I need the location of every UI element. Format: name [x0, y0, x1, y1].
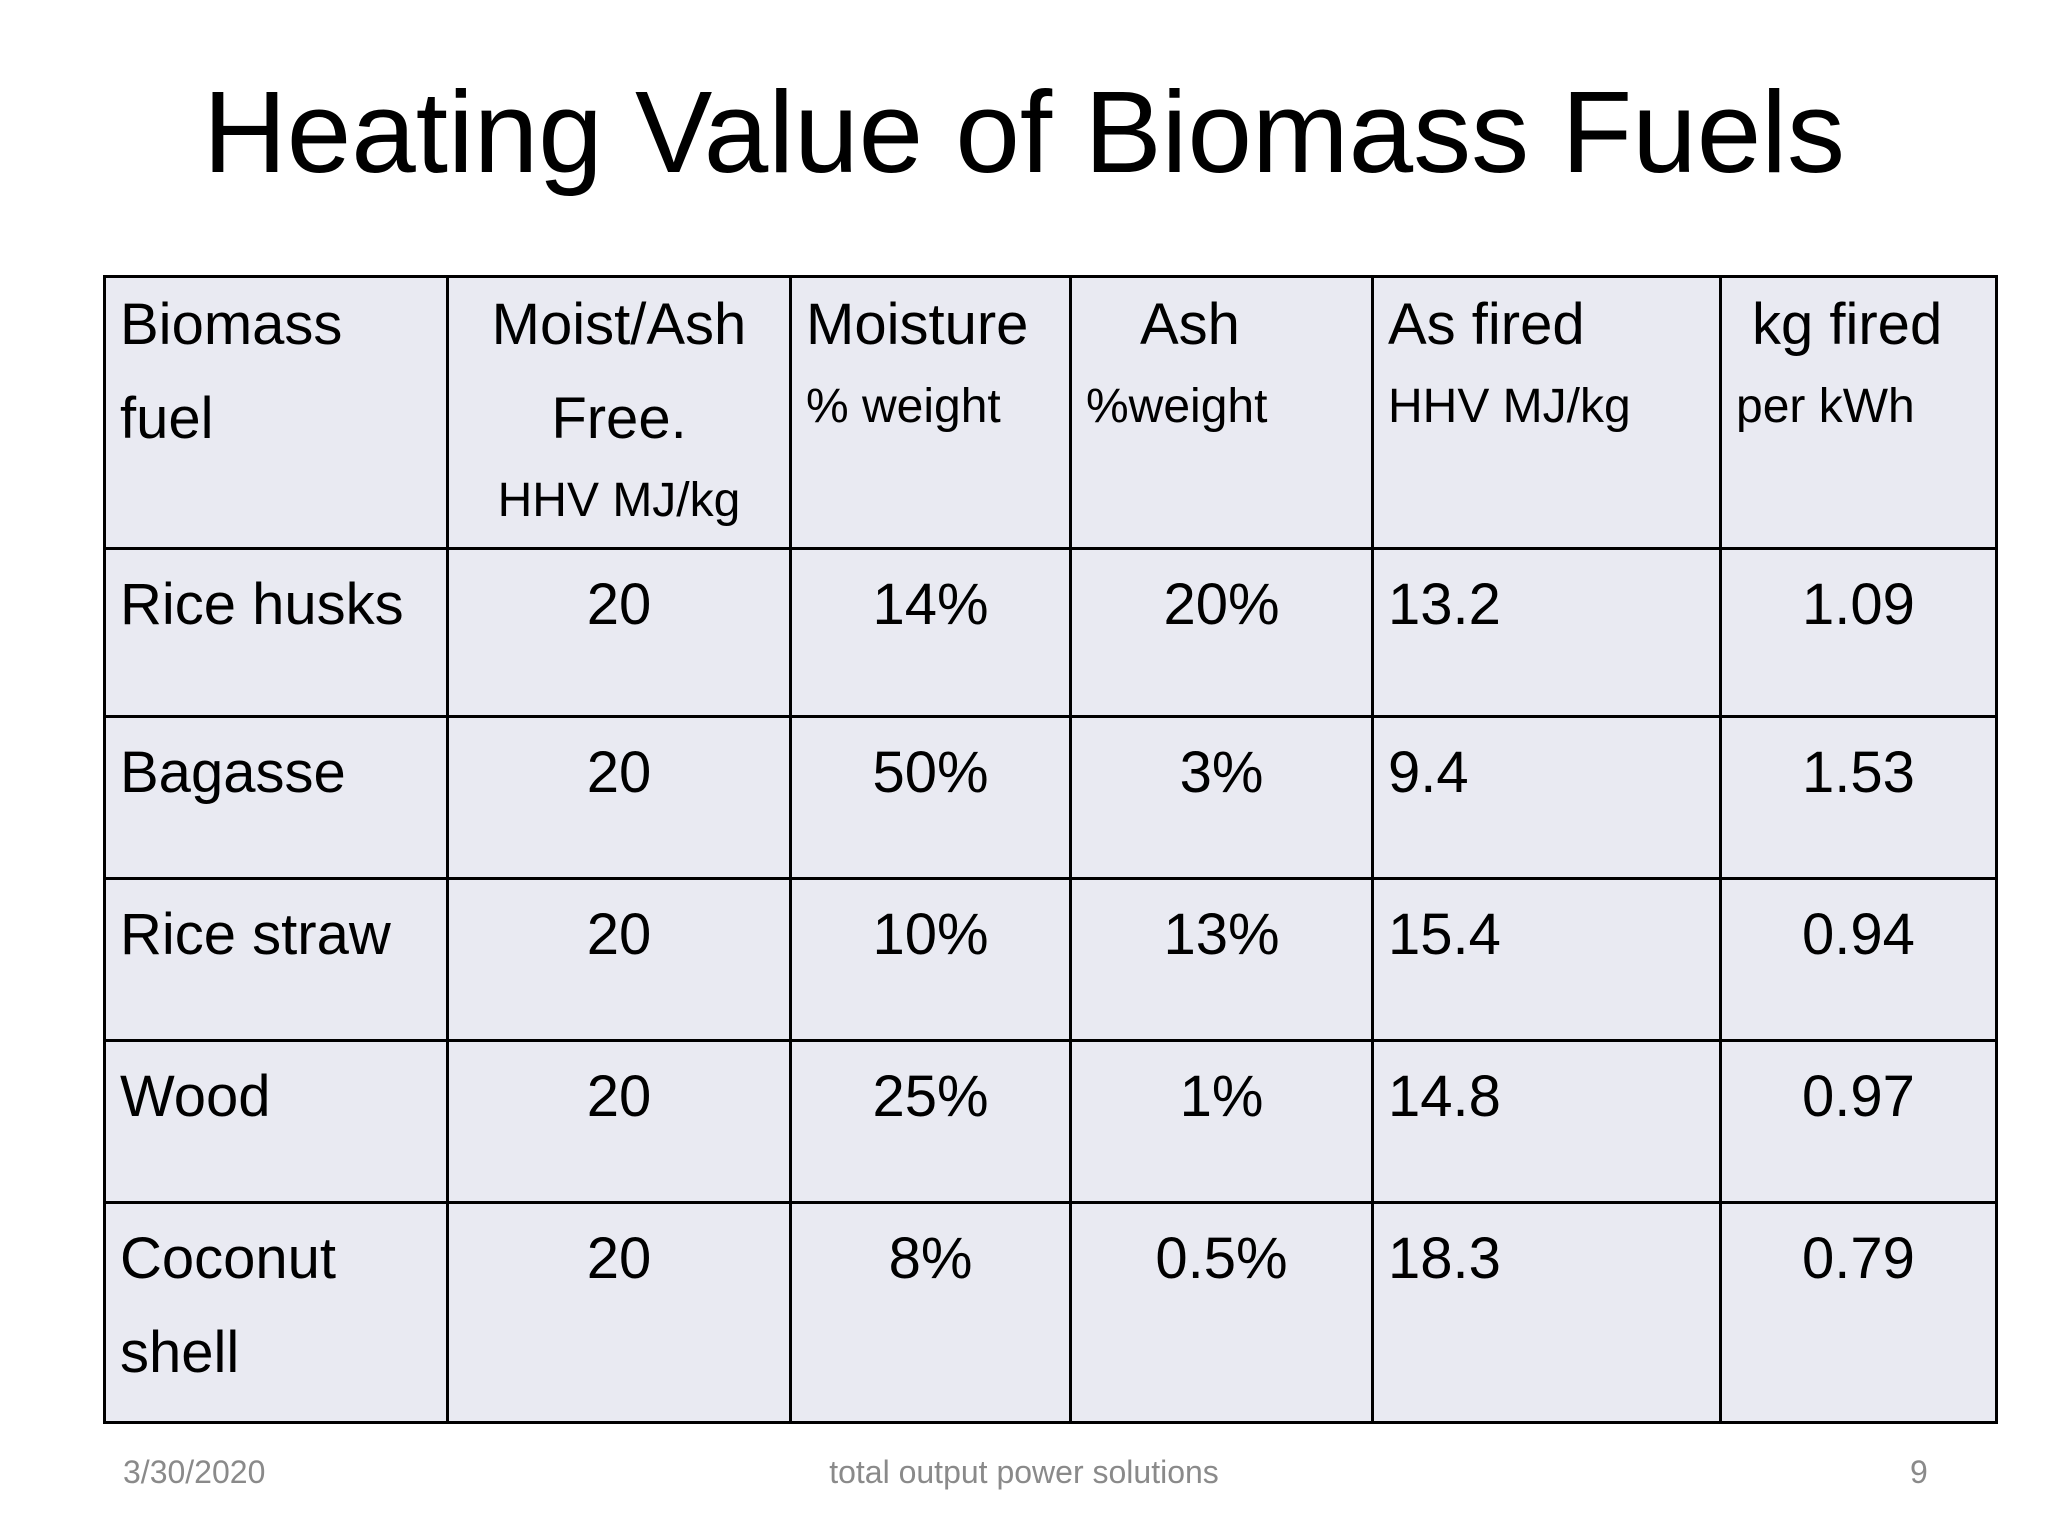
cell-fuel: Rice husks — [103, 547, 449, 718]
cell-as-fired-hhv: 9.4 — [1371, 715, 1722, 880]
table-row: Bagasse 20 50% 3% 9.4 1.53 — [103, 715, 1998, 880]
cell-ash: 1% — [1069, 1039, 1374, 1204]
header-sublabel: HHV MJ/kg — [497, 474, 741, 527]
cell-text: 20 — [586, 902, 652, 967]
cell-moisture: 25% — [789, 1039, 1072, 1204]
header-label: fuel — [120, 386, 214, 451]
footer-center-text: total output power solutions — [829, 1454, 1219, 1490]
cell-text: 13.2 — [1388, 572, 1501, 637]
cell-as-fired-hhv: 18.3 — [1371, 1201, 1722, 1424]
header-sublabel: per kWh — [1736, 380, 1915, 433]
cell-text: Bagasse — [120, 740, 346, 805]
cell-text: 20 — [586, 1226, 652, 1291]
cell-maf-hhv: 20 — [446, 547, 792, 718]
cell-text: 20 — [586, 740, 652, 805]
cell-maf-hhv: 20 — [446, 1039, 792, 1204]
cell-ash: 13% — [1069, 877, 1374, 1042]
cell-text: 1% — [1179, 1064, 1264, 1129]
table-header-row: Biomass fuel Moist/Ash Free. HHV MJ/kg M… — [103, 275, 1998, 550]
header-label: As fired — [1388, 292, 1585, 357]
cell-text: shell — [120, 1320, 240, 1385]
cell-text: 14% — [872, 572, 989, 637]
header-label: Moisture — [806, 292, 1029, 357]
cell-text: 0.97 — [1802, 1064, 1915, 1129]
cell-text: 8% — [888, 1226, 973, 1291]
header-cell-moisture: Moisture % weight — [789, 275, 1072, 550]
header-cell-biomass-fuel: Biomass fuel — [103, 275, 449, 550]
cell-text: Rice husks — [120, 572, 404, 637]
cell-as-fired-hhv: 14.8 — [1371, 1039, 1722, 1204]
cell-fuel: Wood — [103, 1039, 449, 1204]
table-row: Wood 20 25% 1% 14.8 0.97 — [103, 1039, 1998, 1204]
header-sublabel: %weight — [1086, 380, 1268, 433]
cell-maf-hhv: 20 — [446, 877, 792, 1042]
cell-text: 3% — [1179, 740, 1264, 805]
biomass-table: Biomass fuel Moist/Ash Free. HHV MJ/kg M… — [103, 275, 1998, 1424]
cell-text: 1.53 — [1802, 740, 1915, 805]
header-label: Moist/Ash — [491, 292, 747, 357]
cell-moisture: 14% — [789, 547, 1072, 718]
cell-kg-per-kwh: 0.79 — [1719, 1201, 1998, 1424]
cell-text: 0.79 — [1802, 1226, 1915, 1291]
cell-text: 14.8 — [1388, 1064, 1501, 1129]
table-row: Rice husks 20 14% 20% 13.2 1.09 — [103, 547, 1998, 718]
header-cell-ash: Ash %weight — [1069, 275, 1374, 550]
cell-fuel: Bagasse — [103, 715, 449, 880]
header-label: Biomass — [120, 292, 343, 357]
cell-text: 0.5% — [1155, 1226, 1288, 1291]
header-label: Ash — [1140, 292, 1240, 357]
header-sublabel: HHV MJ/kg — [1388, 380, 1631, 433]
cell-kg-per-kwh: 0.97 — [1719, 1039, 1998, 1204]
cell-moisture: 50% — [789, 715, 1072, 880]
cell-kg-per-kwh: 1.53 — [1719, 715, 1998, 880]
cell-text: 10% — [872, 902, 989, 967]
cell-text: 0.94 — [1802, 902, 1915, 967]
header-cell-as-fired: As fired HHV MJ/kg — [1371, 275, 1722, 550]
cell-kg-per-kwh: 0.94 — [1719, 877, 1998, 1042]
cell-text: 20% — [1163, 572, 1280, 637]
header-label: Free. — [551, 386, 687, 451]
cell-ash: 20% — [1069, 547, 1374, 718]
cell-text: Coconut — [120, 1226, 337, 1291]
cell-moisture: 8% — [789, 1201, 1072, 1424]
cell-text: 25% — [872, 1064, 989, 1129]
cell-as-fired-hhv: 13.2 — [1371, 547, 1722, 718]
footer-page-number: 9 — [1910, 1454, 1928, 1490]
slide-title: Heating Value of Biomass Fuels — [202, 67, 1845, 197]
cell-text: 18.3 — [1388, 1226, 1501, 1291]
cell-text: 15.4 — [1388, 902, 1501, 967]
header-cell-moist-ash-free: Moist/Ash Free. HHV MJ/kg — [446, 275, 792, 550]
cell-text: 1.09 — [1802, 572, 1915, 637]
cell-kg-per-kwh: 1.09 — [1719, 547, 1998, 718]
cell-fuel: Coconut shell — [103, 1201, 449, 1424]
cell-text: 20 — [586, 572, 652, 637]
header-sublabel: % weight — [806, 380, 1001, 433]
cell-text: 13% — [1163, 902, 1280, 967]
cell-ash: 3% — [1069, 715, 1374, 880]
header-cell-kg-fired: kg fired per kWh — [1719, 275, 1998, 550]
cell-text: 9.4 — [1388, 740, 1469, 805]
table-row: Rice straw 20 10% 13% 15.4 0.94 — [103, 877, 1998, 1042]
cell-moisture: 10% — [789, 877, 1072, 1042]
footer-date: 3/30/2020 — [123, 1454, 266, 1490]
cell-maf-hhv: 20 — [446, 715, 792, 880]
cell-text: Rice straw — [120, 902, 391, 967]
cell-ash: 0.5% — [1069, 1201, 1374, 1424]
cell-fuel: Rice straw — [103, 877, 449, 1042]
cell-text: 20 — [586, 1064, 652, 1129]
cell-as-fired-hhv: 15.4 — [1371, 877, 1722, 1042]
table-row: Coconut shell 20 8% 0.5% 18.3 0.79 — [103, 1201, 1998, 1424]
cell-text: 50% — [872, 740, 989, 805]
cell-maf-hhv: 20 — [446, 1201, 792, 1424]
header-label: kg fired — [1752, 292, 1943, 357]
cell-text: Wood — [120, 1064, 271, 1129]
